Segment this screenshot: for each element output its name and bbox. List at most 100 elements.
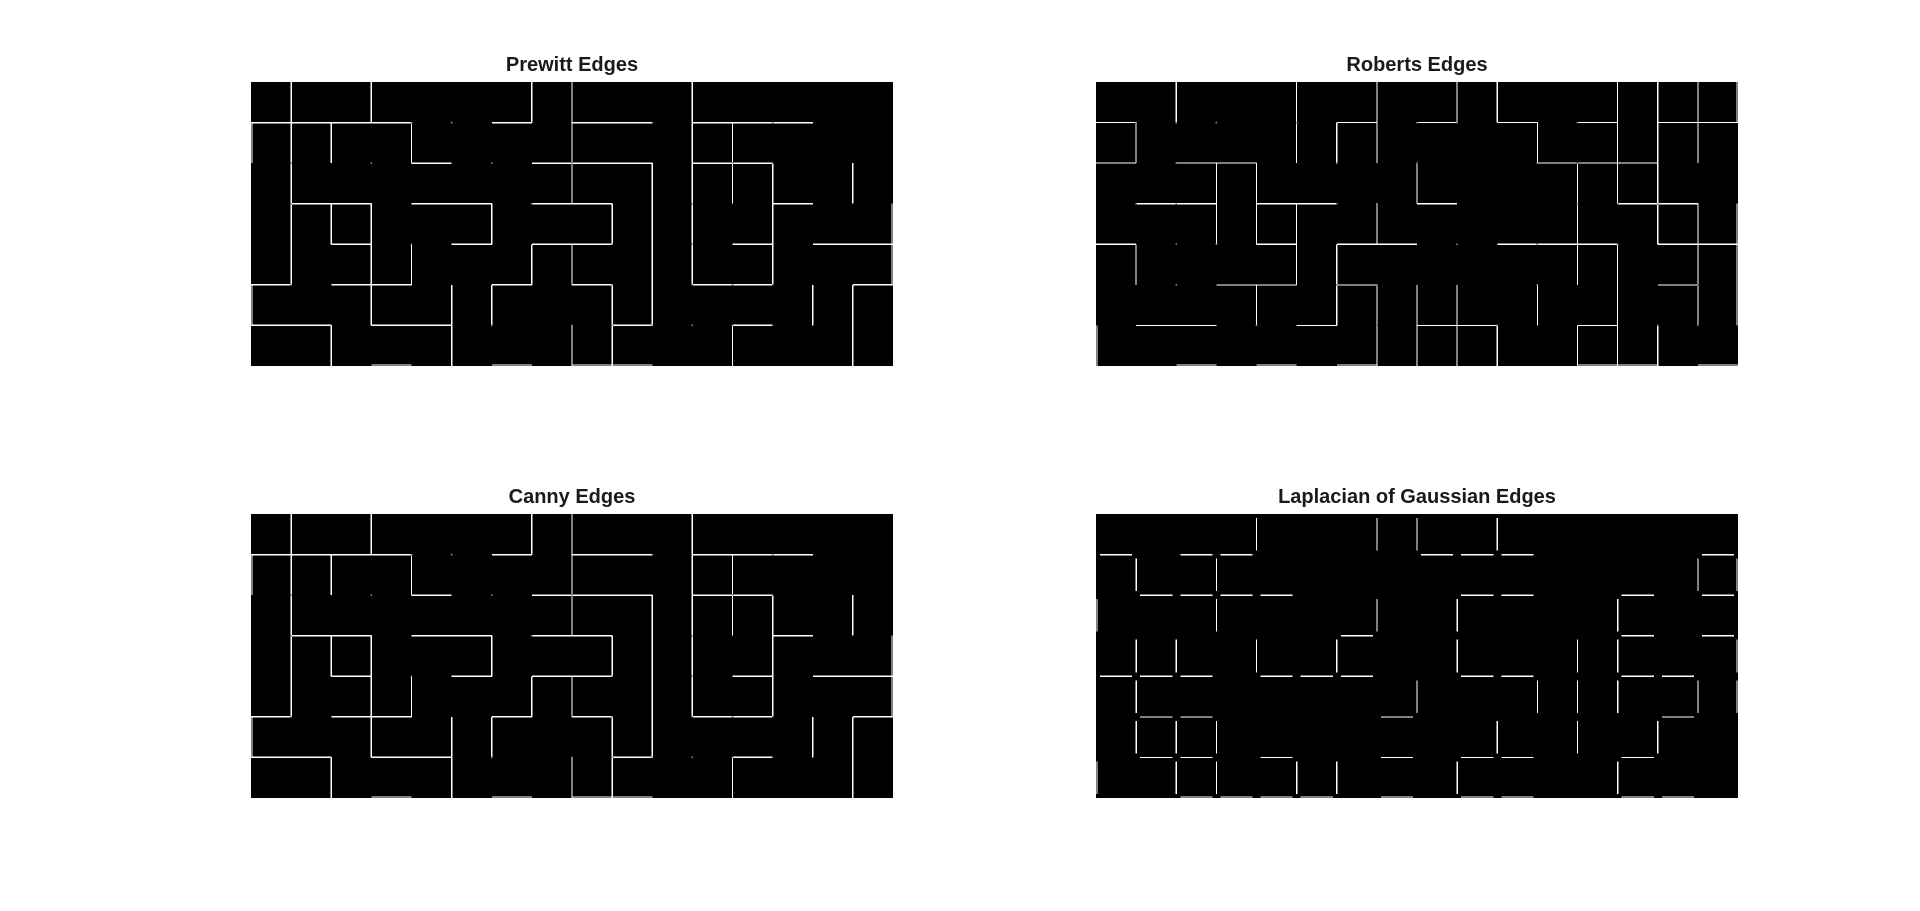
edge-speck	[1616, 243, 1619, 246]
edge-speck	[731, 716, 734, 718]
edge-speck	[410, 243, 413, 246]
edge-speck	[1215, 121, 1218, 124]
edge-speck	[450, 553, 453, 556]
edge-speck	[1697, 324, 1699, 327]
edge-speck	[1376, 284, 1378, 286]
edge-speck	[1255, 324, 1258, 327]
edge-speck	[1335, 284, 1338, 286]
edge-speck	[611, 284, 613, 286]
edge-lines	[251, 514, 893, 798]
edge-speck	[531, 202, 533, 205]
edge-speck	[691, 634, 694, 637]
edge-speck	[450, 121, 453, 124]
panel-title-laplacian: Laplacian of Gaussian Edges	[1278, 486, 1556, 508]
edge-speck	[691, 756, 694, 759]
edge-speck	[370, 162, 373, 164]
edge-speck	[1295, 121, 1298, 124]
edge-map-prewitt	[251, 82, 893, 366]
edge-speck	[731, 756, 734, 759]
edge-speck	[1536, 243, 1539, 246]
edge-speck	[290, 284, 292, 286]
edge-map-canny	[251, 514, 893, 798]
edge-image-prewitt	[251, 82, 893, 366]
edge-speck	[731, 324, 734, 327]
edge-speck	[290, 716, 292, 718]
panel-prewitt: Prewitt Edges	[251, 54, 893, 366]
edge-lines	[1096, 82, 1738, 366]
edge-speck	[410, 121, 413, 124]
edge-speck	[1376, 202, 1378, 205]
edge-speck	[651, 324, 654, 327]
panel-title-prewitt: Prewitt Edges	[505, 54, 639, 76]
edge-speck	[1616, 202, 1619, 205]
edge-speck	[771, 162, 774, 164]
edge-speck	[410, 553, 413, 556]
edge-speck	[1335, 162, 1338, 164]
edge-speck	[771, 553, 774, 556]
edge-speck	[531, 634, 533, 637]
edge-speck	[490, 756, 493, 759]
edge-speck	[1175, 121, 1178, 124]
edge-speck	[1416, 162, 1418, 164]
edge-speck	[1175, 162, 1178, 164]
edge-speck	[290, 594, 292, 596]
edge-lines	[1096, 518, 1738, 798]
edge-speck	[1576, 162, 1579, 164]
panel-title-canny: Canny Edges	[508, 486, 636, 508]
edge-speck	[691, 675, 694, 678]
panel-title-roberts: Roberts Edges	[1346, 54, 1488, 76]
edge-speck	[1456, 121, 1458, 124]
edge-speck	[490, 594, 493, 596]
edge-speck	[611, 324, 613, 327]
edge-speck	[771, 121, 774, 124]
edge-speck	[571, 162, 573, 164]
edge-image-laplacian	[1096, 514, 1738, 798]
edge-speck	[771, 284, 774, 286]
edge-speck	[1576, 202, 1579, 205]
edge-speck	[1175, 202, 1178, 205]
edge-speck	[611, 716, 613, 718]
edge-speck	[731, 284, 734, 286]
edge-speck	[1456, 243, 1458, 246]
edge-speck	[290, 202, 292, 205]
edge-speck	[1656, 202, 1659, 205]
edge-speck	[731, 594, 734, 596]
edge-speck	[1175, 243, 1178, 246]
edge-speck	[1135, 121, 1137, 124]
edge-image-canny	[251, 514, 893, 798]
edge-speck	[611, 243, 613, 246]
edge-speck	[1376, 324, 1378, 327]
edge-speck	[410, 675, 413, 678]
edge-speck	[1697, 284, 1699, 286]
edge-speck	[771, 594, 774, 596]
edge-speck	[691, 202, 694, 205]
edge-speck	[571, 324, 573, 327]
edge-map-roberts	[1096, 82, 1738, 366]
edge-speck	[1496, 324, 1499, 327]
edge-speck	[691, 716, 694, 718]
edge-speck	[771, 716, 774, 718]
edge-speck	[691, 243, 694, 246]
edge-speck	[1536, 162, 1539, 164]
edge-speck	[1135, 202, 1137, 205]
edge-speck	[1215, 243, 1218, 246]
edge-speck	[1576, 121, 1579, 124]
edge-speck	[290, 634, 292, 637]
edge-speck	[1536, 284, 1539, 286]
edge-speck	[370, 594, 373, 596]
edge-speck	[490, 324, 493, 327]
edge-speck	[290, 162, 292, 164]
edge-map-laplacian	[1096, 518, 1738, 798]
edge-speck	[731, 162, 734, 164]
edge-speck	[1416, 121, 1418, 124]
edge-lines	[251, 82, 893, 366]
edge-speck	[611, 675, 613, 678]
edge-speck	[691, 284, 694, 286]
edge-speck	[651, 756, 654, 759]
edge-speck	[691, 324, 694, 327]
edge-image-roberts	[1096, 82, 1738, 366]
edge-speck	[611, 756, 613, 759]
panel-roberts: Roberts Edges	[1096, 54, 1738, 366]
panel-laplacian: Laplacian of Gaussian Edges	[1096, 486, 1738, 798]
